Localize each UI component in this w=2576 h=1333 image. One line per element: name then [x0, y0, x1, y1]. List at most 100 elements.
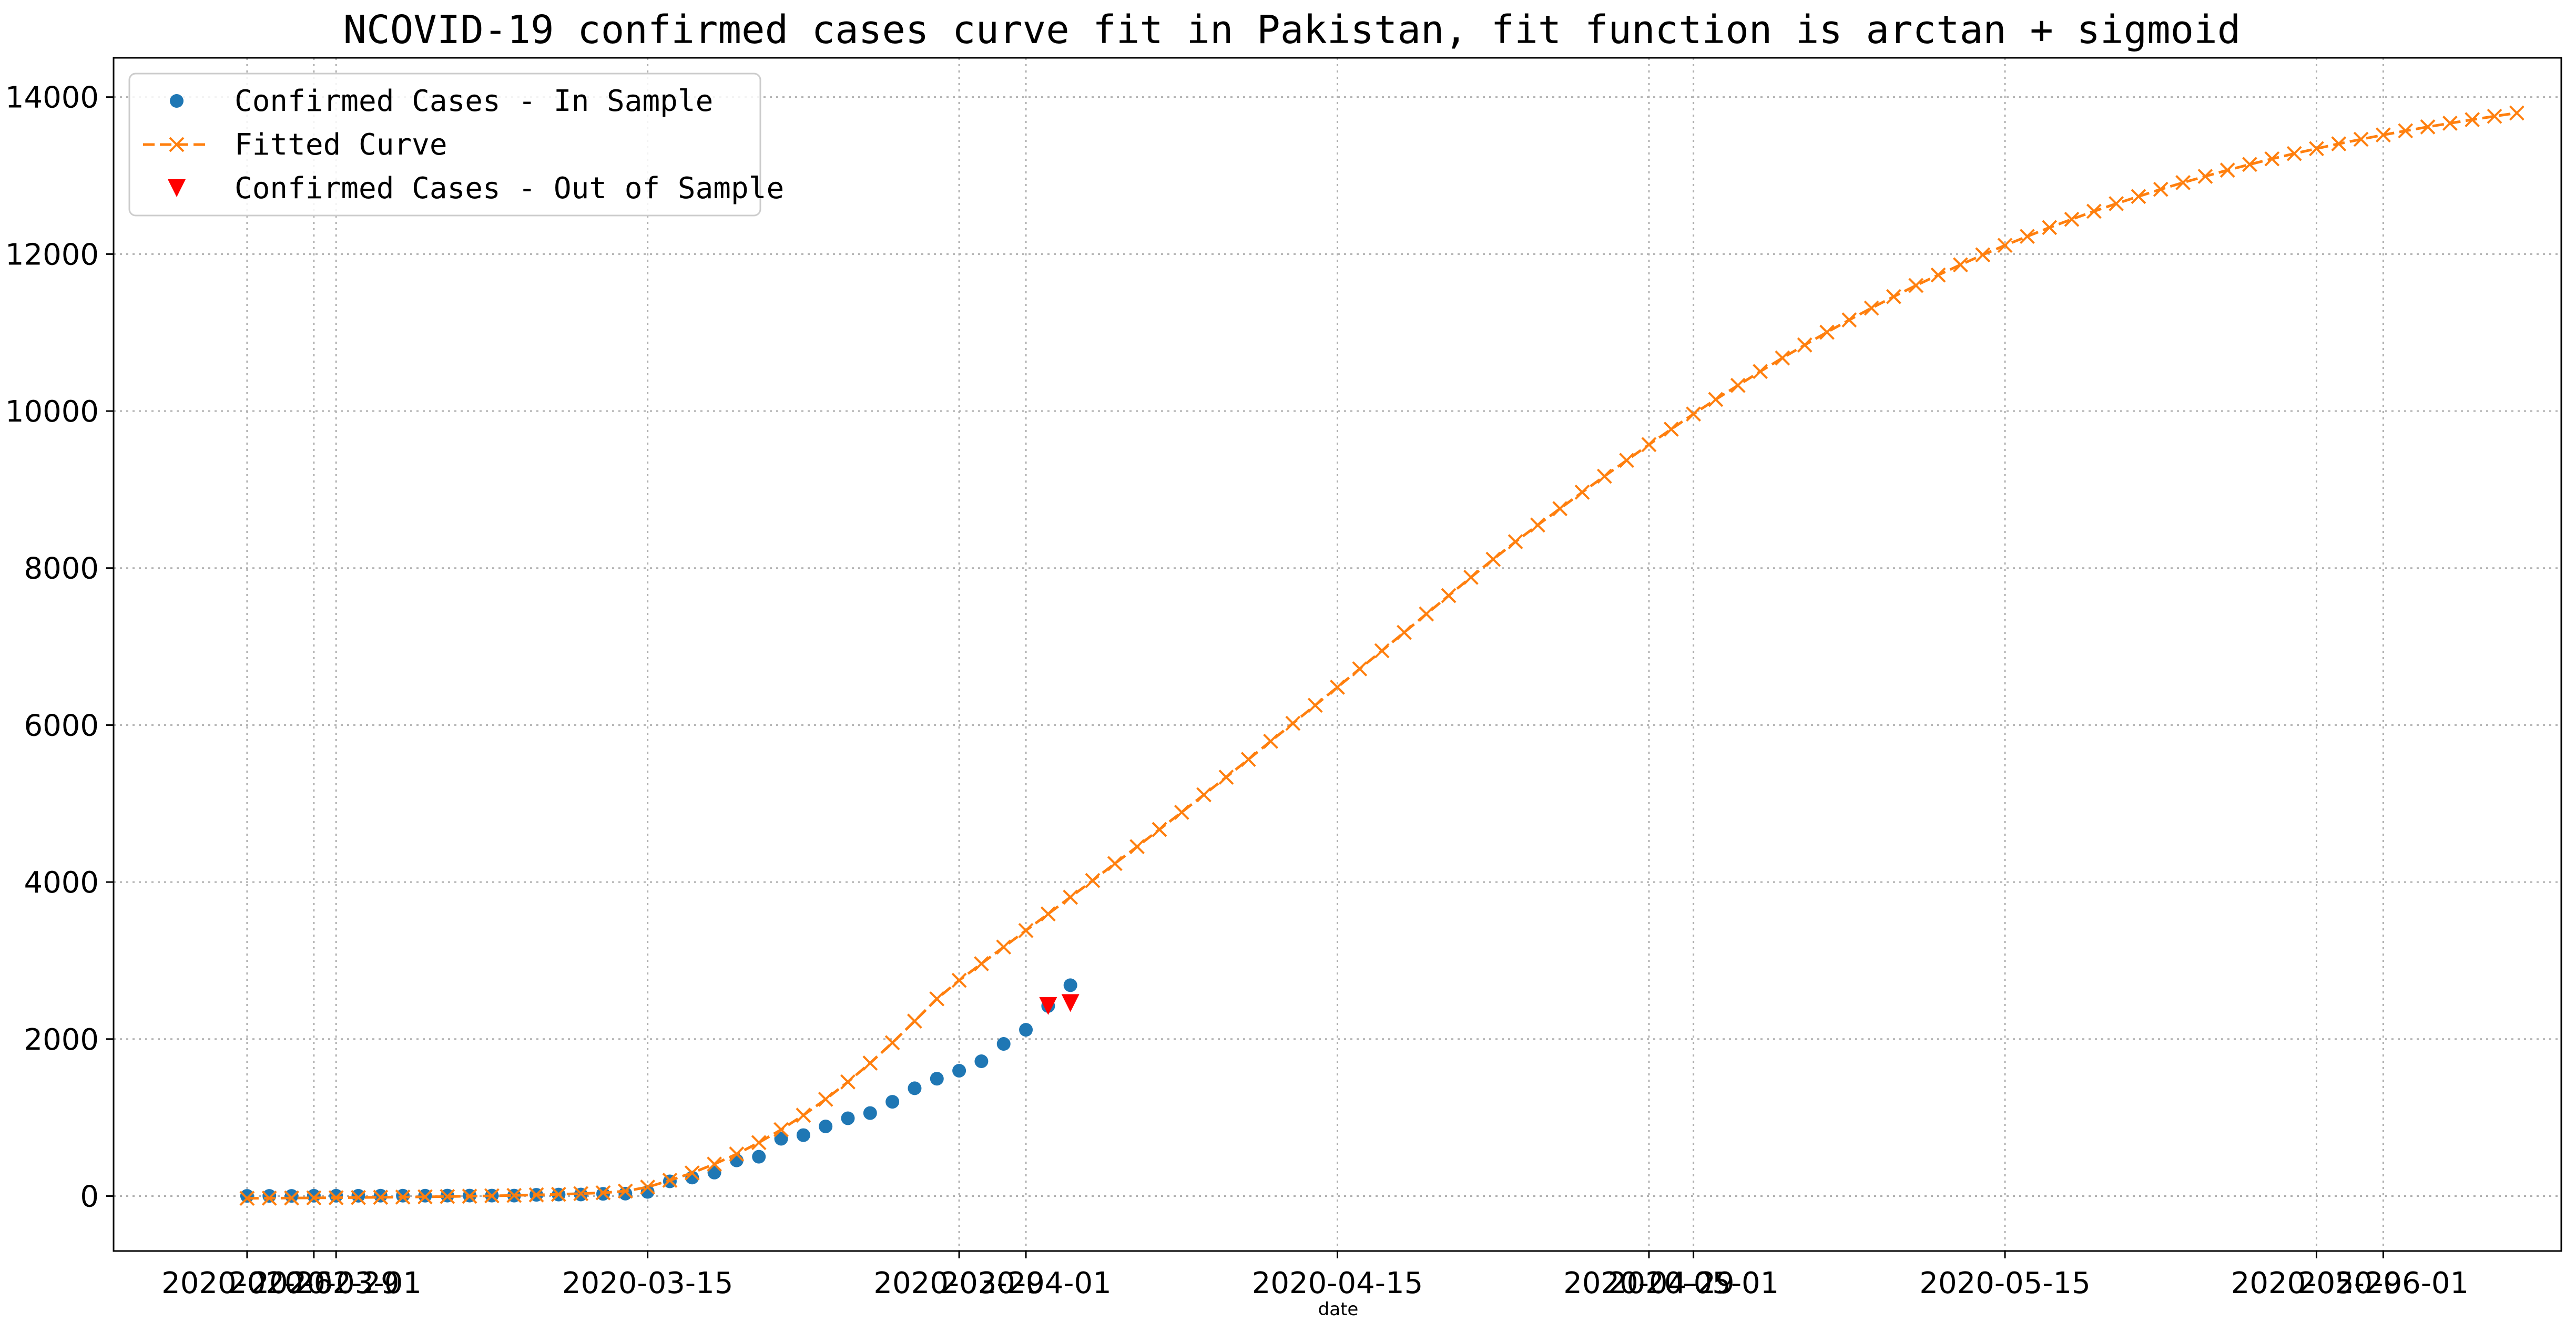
fit-point-stroke: [973, 956, 989, 971]
fit-point: [1530, 517, 1545, 533]
fit-point-stroke: [528, 1187, 544, 1203]
fit-point: [239, 1191, 255, 1206]
fit-point: [2242, 157, 2257, 172]
fit-point-stroke: [862, 1055, 878, 1071]
fit-point: [1975, 247, 1991, 263]
fit-point: [1085, 873, 1101, 888]
fit-point: [1397, 624, 1412, 640]
fit-point-stroke: [1908, 278, 1924, 293]
fit-point-stroke: [1686, 406, 1702, 422]
fit-point: [1997, 238, 2013, 253]
y-tick-label: 2000: [24, 1023, 99, 1057]
fit-point-stroke: [261, 1191, 277, 1206]
fit-point-stroke: [351, 1190, 366, 1205]
x-tick-label: 2020-06-01: [2298, 1266, 2469, 1300]
fit-point: [2398, 123, 2414, 139]
data-point: [240, 1189, 254, 1203]
fit-point: [2219, 162, 2235, 178]
fit-point-stroke: [2153, 181, 2168, 197]
fit-point: [2064, 211, 2080, 227]
fit-point: [1841, 312, 1857, 328]
fit-point: [1263, 733, 1278, 749]
data-point: [996, 1037, 1011, 1051]
fit-point: [1797, 337, 1813, 353]
fit-point-stroke: [418, 1189, 433, 1205]
data-point: [284, 1189, 299, 1203]
legend-entry: Confirmed Cases - In Sample: [170, 84, 713, 118]
fit-point: [2286, 146, 2302, 161]
fit-point: [1596, 468, 1612, 484]
fit-point: [1196, 787, 1212, 803]
fit-point-stroke: [551, 1186, 566, 1202]
fit-point-stroke: [2131, 189, 2146, 204]
fit-point: [1129, 839, 1145, 855]
fit-point-stroke: [2219, 162, 2235, 178]
x-tick-label: 2020-05-01: [1608, 1266, 1779, 1300]
fit-point-stroke: [617, 1183, 633, 1199]
fit-point-stroke: [1930, 267, 1946, 283]
fit-point: [1307, 698, 1323, 713]
fit-point-stroke: [1040, 906, 1056, 922]
data-point: [307, 1188, 321, 1203]
fit-point-stroke: [2175, 175, 2191, 190]
fit-point-stroke: [2331, 136, 2347, 151]
fit-point: [973, 956, 989, 971]
fit-point: [551, 1186, 566, 1202]
fit-point-stroke: [2242, 157, 2257, 172]
fit-point: [996, 939, 1012, 955]
fit-point: [1218, 770, 1234, 785]
fit-point-stroke: [1085, 873, 1101, 888]
out-of-sample-point: [1061, 994, 1080, 1012]
fit-point-stroke: [2509, 105, 2524, 121]
fit-point: [1641, 437, 1657, 453]
x-tick-label: 2020-04-29: [1563, 1266, 1734, 1300]
fit-point-stroke: [1753, 364, 1768, 380]
fit-point: [1240, 752, 1256, 767]
y-axis: 0 2000 4000 6000 8000 10000 12000 14000: [5, 81, 114, 1214]
fit-point: [2309, 141, 2324, 157]
fit-point-stroke: [1797, 337, 1813, 353]
fit-point: [1040, 906, 1056, 922]
fit-point-stroke: [707, 1156, 722, 1172]
y-tick-label: 4000: [24, 866, 99, 900]
fit-point-stroke: [1441, 588, 1457, 603]
x-tick-label: 2020-02-26: [161, 1266, 332, 1300]
data-point: [618, 1186, 633, 1201]
fit-point: [796, 1108, 811, 1123]
fit-point-stroke: [840, 1074, 856, 1090]
fit-point: [2264, 151, 2280, 167]
fit-point-stroke: [1886, 289, 1901, 304]
fit-point-stroke: [1841, 312, 1857, 328]
fit-point: [351, 1190, 366, 1205]
fit-point-stroke: [169, 137, 185, 152]
fit-point-stroke: [951, 972, 967, 988]
fit-point: [261, 1191, 277, 1206]
x-tick-label: 2020-03-29: [873, 1266, 1044, 1300]
fit-point-stroke: [2197, 169, 2213, 184]
fit-point-stroke: [1152, 822, 1167, 837]
fit-point: [418, 1189, 433, 1205]
fit-point-stroke: [373, 1190, 389, 1205]
out-of-sample-point: [168, 179, 186, 197]
fit-point: [1552, 501, 1568, 517]
data-point: [863, 1106, 877, 1120]
fit-point: [951, 972, 967, 988]
legend-label: Confirmed Cases - In Sample: [235, 84, 713, 118]
fit-point-stroke: [395, 1189, 411, 1205]
fit-point-stroke: [1285, 715, 1301, 731]
fit-point: [1730, 377, 1746, 393]
fit-point-stroke: [1619, 453, 1635, 468]
x-tick-label: 2020-04-15: [1252, 1266, 1423, 1300]
fit-point-stroke: [2309, 141, 2324, 157]
fit-point-stroke: [1330, 680, 1345, 695]
data-point: [774, 1132, 788, 1146]
fit-point-stroke: [1596, 468, 1612, 484]
fit-point: [2509, 105, 2524, 121]
data-point: [170, 94, 184, 108]
fit-point: [884, 1035, 900, 1051]
x-tick-label: 2020-04-01: [940, 1266, 1111, 1300]
fit-point-stroke: [751, 1135, 767, 1151]
fit-point-stroke: [684, 1165, 700, 1181]
fit-point: [573, 1186, 589, 1202]
